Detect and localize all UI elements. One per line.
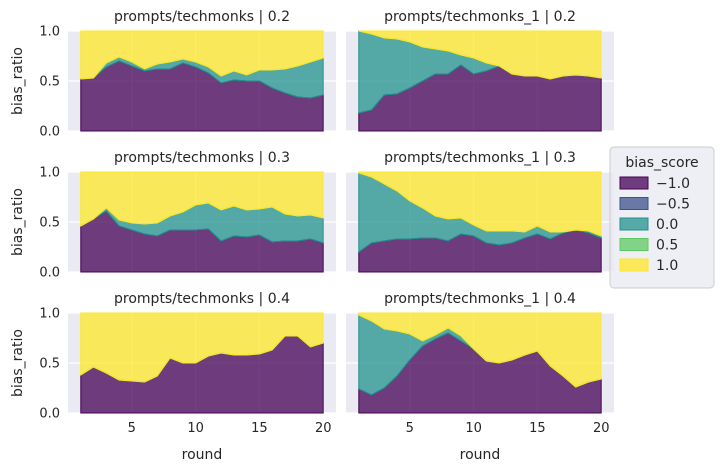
x-tick-label: 10 — [465, 421, 482, 436]
area-series-5 — [80, 30, 324, 80]
legend-swatch — [619, 176, 649, 190]
y-axis-label-row-2: bias_ratio — [10, 188, 26, 256]
panel-6: prompts/techmonks_1 | 0.4 5 10 15 20 — [346, 291, 614, 436]
y-tick-label: 0.0 — [39, 125, 60, 140]
x-tick-label: 20 — [315, 421, 332, 436]
panel-title: prompts/techmonks_1 | 0.2 — [384, 9, 576, 25]
area-series-5 — [80, 312, 324, 383]
legend-swatch — [619, 238, 649, 251]
y-tick-label: 0.5 — [39, 216, 60, 231]
x-tick-label: 5 — [128, 421, 136, 436]
legend-label: −0.5 — [656, 197, 690, 213]
panel-title: prompts/techmonks_1 | 0.3 — [384, 150, 576, 166]
panel-title: prompts/techmonks | 0.2 — [114, 9, 290, 25]
x-tick-label: 15 — [529, 421, 546, 436]
area-series-5 — [80, 171, 324, 227]
panel-3: prompts/techmonks | 0.3 0.0 0.5 1.0 — [39, 150, 336, 281]
x-tick-label: 20 — [593, 421, 610, 436]
y-tick-label: 0.5 — [39, 357, 60, 372]
legend-swatch — [619, 217, 649, 231]
legend-label: 1.0 — [656, 258, 678, 274]
legend-item: −1.0 — [619, 176, 690, 192]
area-series-5 — [358, 171, 602, 237]
y-tick-label: 0.0 — [39, 407, 60, 422]
y-tick-label: 0.5 — [39, 75, 60, 90]
area-series-5 — [358, 30, 602, 80]
legend: bias_score −1.0 −0.5 0.0 0.5 1.0 — [609, 146, 715, 289]
panel-2: prompts/techmonks_1 | 0.2 — [346, 9, 614, 132]
y-tick-label: 1.0 — [39, 166, 60, 181]
y-axis-label-row-3: bias_ratio — [10, 329, 26, 397]
panel-title: prompts/techmonks_1 | 0.4 — [384, 291, 576, 307]
legend-swatch — [619, 258, 649, 272]
legend-item: 0.5 — [619, 238, 678, 254]
y-tick-label: 1.0 — [39, 25, 60, 40]
area-series-5 — [358, 312, 602, 388]
panels: prompts/techmonks | 0.20.00.51.0prompts/… — [39, 9, 614, 436]
legend-label: 0.5 — [656, 238, 678, 254]
panel-4: prompts/techmonks_1 | 0.3 — [346, 150, 614, 273]
y-axis-label-row-1: bias_ratio — [10, 47, 26, 115]
panel-title: prompts/techmonks | 0.4 — [114, 291, 290, 307]
legend-items: −1.0 −0.5 0.0 0.5 1.0 — [619, 176, 690, 274]
x-tick-label: 15 — [251, 421, 268, 436]
x-tick-label: 5 — [406, 421, 414, 436]
legend-swatch — [619, 197, 649, 210]
y-tick-label: 0.0 — [39, 266, 60, 281]
legend-title: bias_score — [625, 155, 698, 171]
legend-label: 0.0 — [656, 217, 678, 233]
legend-item: −0.5 — [619, 197, 690, 213]
legend-item: 0.0 — [619, 217, 678, 233]
legend-item: 1.0 — [619, 258, 678, 274]
x-tick-label: 10 — [187, 421, 204, 436]
panel-5: prompts/techmonks | 0.4 0.0 0.5 1.0 5 10 15 20 — [39, 291, 336, 436]
x-axis-label-left: round — [182, 447, 223, 463]
legend-label: −1.0 — [656, 176, 690, 192]
panel-1: prompts/techmonks | 0.2 0.0 0.5 1.0 — [39, 9, 336, 140]
x-axis-label-right: round — [460, 447, 501, 463]
y-tick-label: 1.0 — [39, 307, 60, 322]
panel-title: prompts/techmonks | 0.3 — [114, 150, 290, 166]
